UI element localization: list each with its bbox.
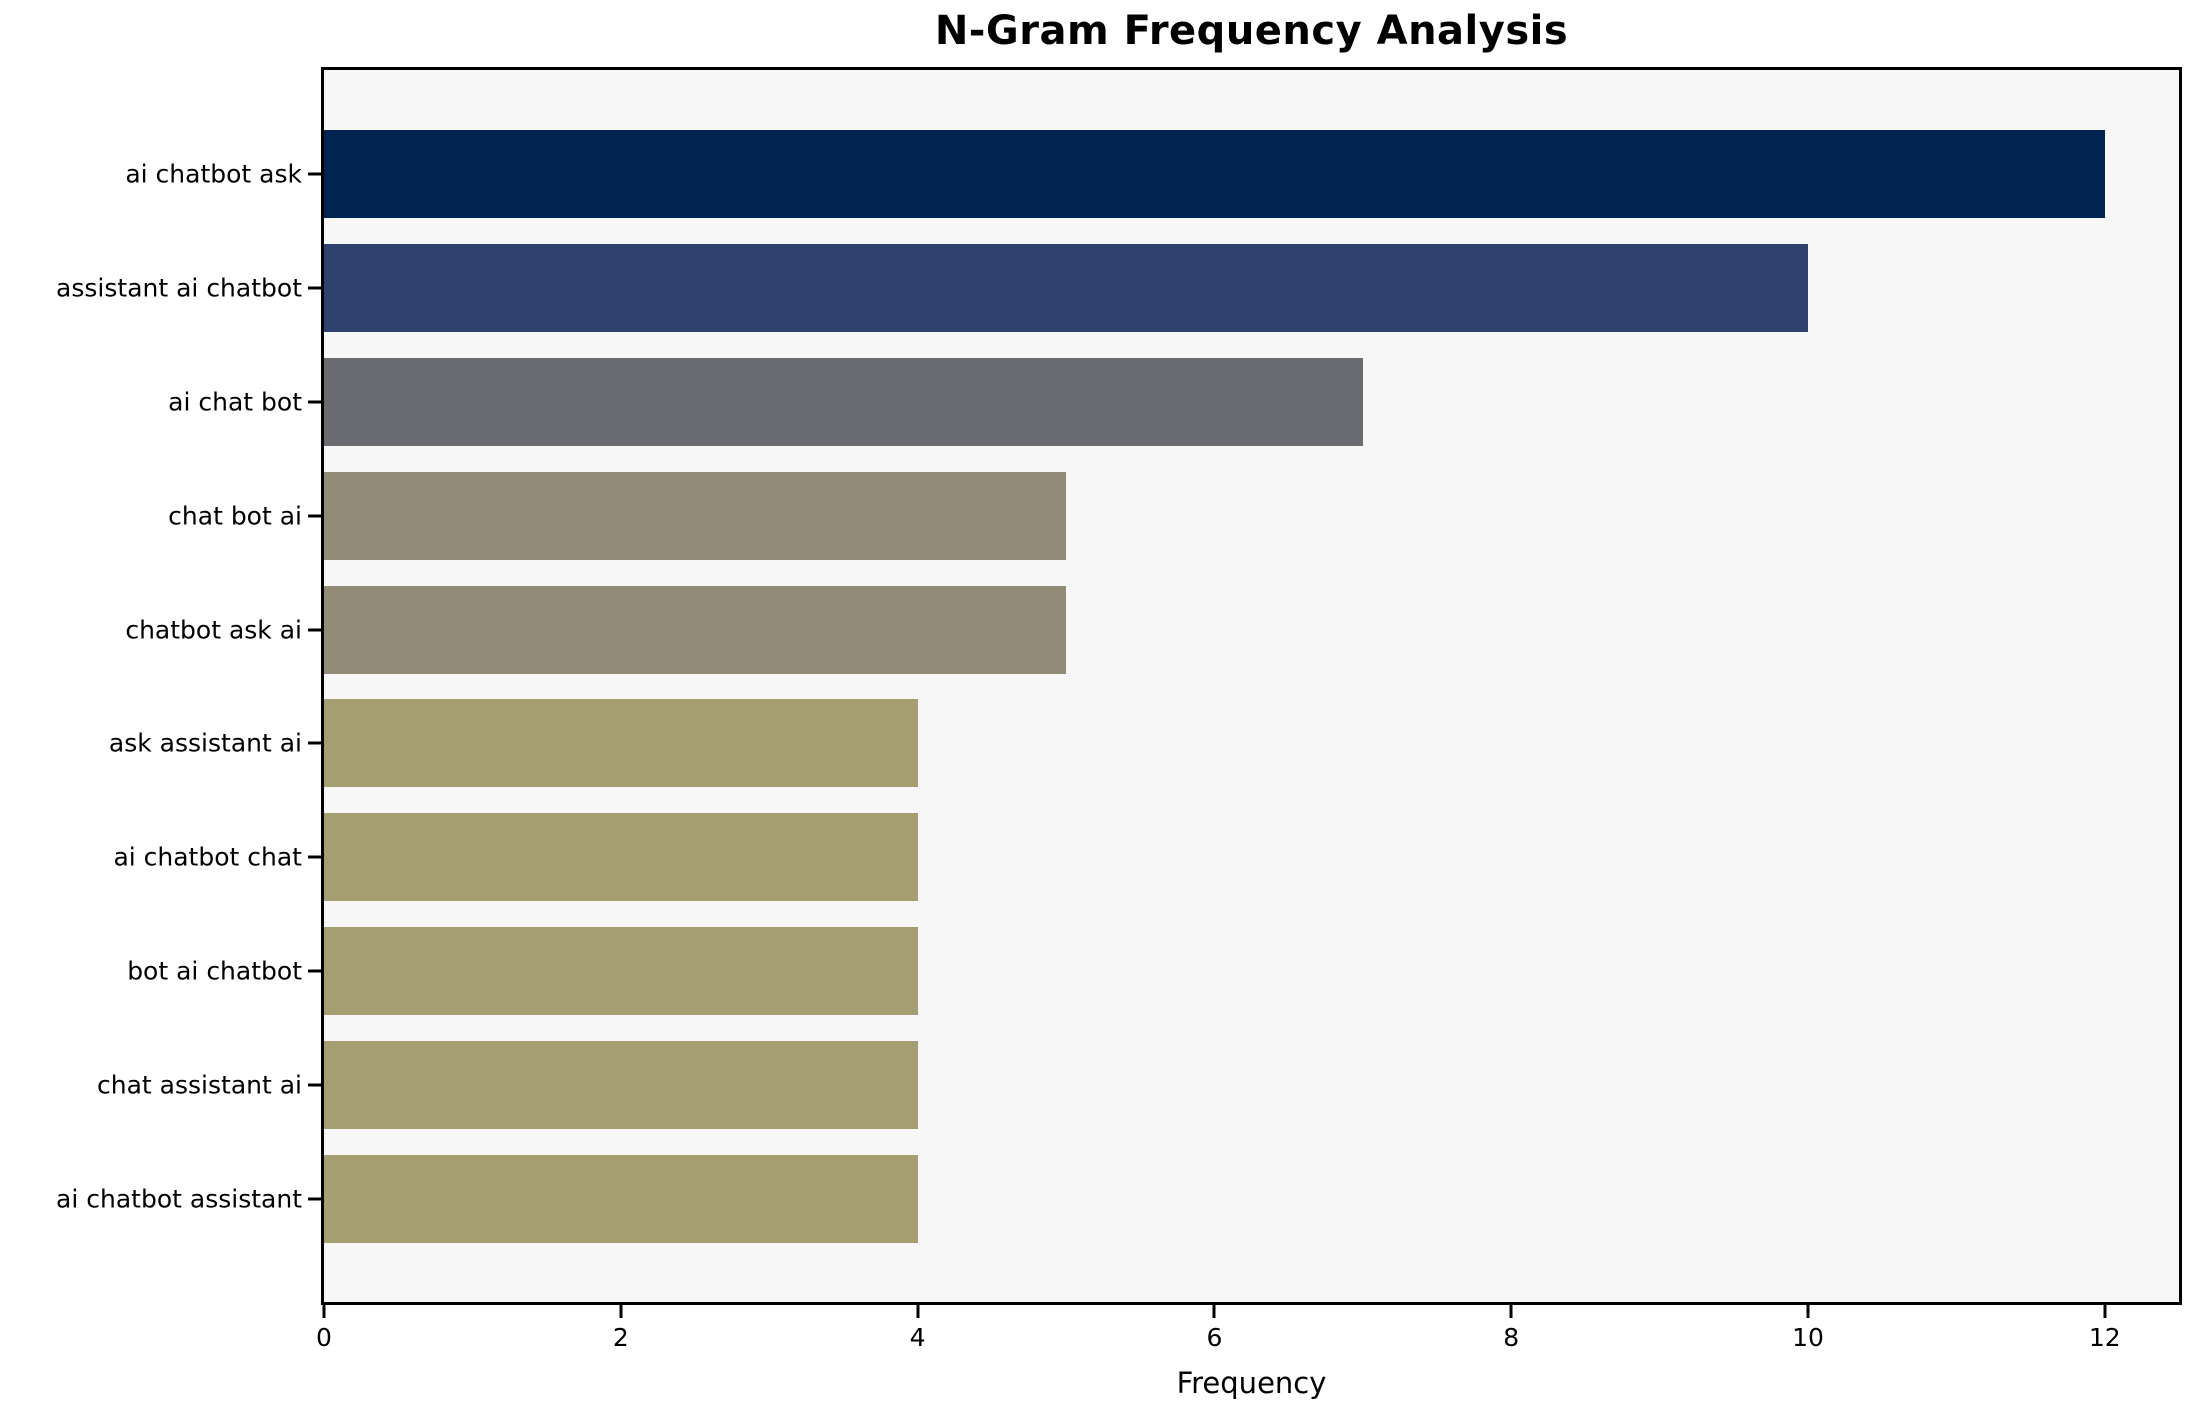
chart-title: N-Gram Frequency Analysis — [934, 8, 1569, 54]
y-tick-label: assistant ai chatbot — [56, 273, 302, 303]
bar — [324, 471, 1066, 560]
bar-row: assistant ai chatbot — [56, 231, 2179, 345]
x-tick-mark — [1509, 1305, 1513, 1318]
x-tick-label: 6 — [1206, 1323, 1223, 1352]
y-tick-label: chat bot ai — [168, 501, 302, 531]
bar-row: ai chatbot ask — [125, 117, 2179, 231]
bar-row: chat bot ai — [168, 459, 2179, 573]
y-tick-label: ai chatbot ask — [125, 159, 302, 189]
bar-row: ask assistant ai — [109, 687, 2179, 801]
y-tick-mark — [308, 1197, 321, 1201]
y-tick-mark — [308, 741, 321, 745]
x-tick-label: 8 — [1503, 1323, 1520, 1352]
y-tick-mark — [308, 400, 321, 404]
y-tick-label: chat assistant ai — [97, 1070, 302, 1100]
y-tick-label: ai chatbot chat — [113, 842, 302, 872]
y-tick-mark — [308, 172, 321, 176]
y-tick-mark — [308, 1083, 321, 1087]
bar — [324, 927, 918, 1016]
bar — [324, 813, 918, 902]
bar-row: ai chat bot — [168, 345, 2179, 459]
x-tick-label: 10 — [1792, 1323, 1824, 1352]
bar-row: chat assistant ai — [97, 1028, 2179, 1142]
x-tick-mark — [916, 1305, 920, 1318]
y-tick-label: ai chat bot — [168, 387, 302, 417]
x-tick-label: 4 — [909, 1323, 926, 1352]
bar — [324, 129, 2105, 218]
y-tick-label: chatbot ask ai — [125, 615, 302, 645]
y-tick-mark — [308, 286, 321, 290]
y-tick-mark — [308, 514, 321, 518]
bars-container: ai chatbot ask assistant ai chatbot ai cha… — [56, 117, 2179, 1256]
bar — [324, 1041, 918, 1130]
bar — [324, 357, 1363, 446]
x-tick-mark — [2103, 1305, 2107, 1318]
bar — [324, 243, 1808, 332]
x-tick-label: 12 — [2088, 1323, 2121, 1352]
bar — [324, 585, 1066, 674]
bar — [324, 699, 918, 788]
y-tick-mark — [308, 855, 321, 859]
bar-row: bot ai chatbot — [127, 914, 2179, 1028]
x-tick-mark — [322, 1305, 326, 1318]
y-tick-label: ask assistant ai — [108, 728, 302, 758]
x-tick-label: 2 — [612, 1323, 629, 1352]
plot-area: ai chatbot ask assistant ai chatbot ai cha… — [56, 67, 2182, 1305]
bar — [324, 1155, 918, 1244]
bar-row: chatbot ask ai — [125, 573, 2179, 687]
x-tick-mark — [619, 1305, 623, 1318]
bar-row: ai chatbot chat — [113, 800, 2179, 914]
x-axis-ticks: 0 2 4 6 8 10 12 — [316, 1305, 2179, 1365]
y-tick-mark — [308, 628, 321, 632]
y-tick-label: ai chatbot assistant — [56, 1184, 302, 1214]
bar-row: ai chatbot assistant — [56, 1142, 2179, 1256]
x-tick-label: 0 — [316, 1323, 332, 1352]
x-tick-mark — [1212, 1305, 1216, 1318]
x-tick-mark — [1806, 1305, 1810, 1318]
y-tick-mark — [308, 969, 321, 973]
y-tick-label: bot ai chatbot — [127, 956, 302, 986]
x-axis-label: Frequency — [1176, 1366, 1327, 1400]
